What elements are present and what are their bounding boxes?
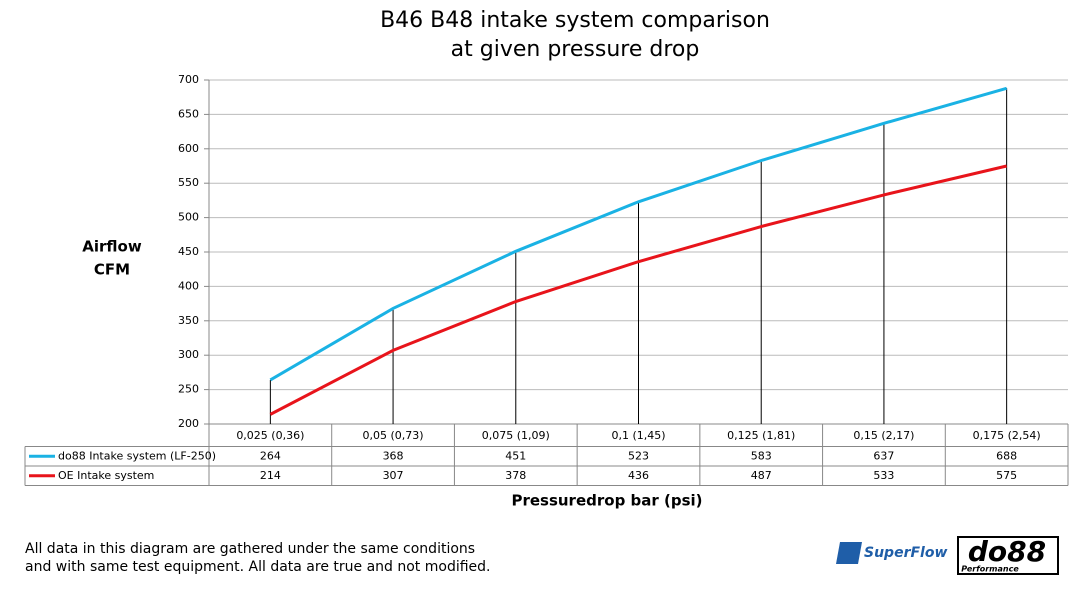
- table-value: 583: [751, 449, 772, 462]
- logo-subtext: Performance: [961, 565, 1019, 574]
- y-tick-label: 550: [178, 176, 199, 189]
- x-axis-label: Pressuredrop bar (psi): [511, 492, 702, 510]
- x-tick-label: 0,125 (1,81): [727, 429, 795, 442]
- logo-frame: [957, 536, 1059, 575]
- table-value: 575: [996, 469, 1017, 482]
- table-value: 368: [383, 449, 404, 462]
- y-tick-label: 700: [178, 73, 199, 86]
- y-tick-label: 400: [178, 279, 199, 292]
- table-value: 451: [505, 449, 526, 462]
- table-value: 523: [628, 449, 649, 462]
- table-value: 487: [751, 469, 772, 482]
- table-value: 307: [383, 469, 404, 482]
- footnote: and with same test equipment. All data a…: [25, 559, 491, 575]
- table-value: 214: [260, 469, 281, 482]
- x-tick-label: 0,15 (2,17): [853, 429, 914, 442]
- y-tick-label: 600: [178, 142, 199, 155]
- y-tick-label: 350: [178, 314, 199, 327]
- x-tick-label: 0,175 (2,54): [973, 429, 1041, 442]
- y-tick-label: 300: [178, 348, 199, 361]
- table-value: 688: [996, 449, 1017, 462]
- table-value: 378: [505, 469, 526, 482]
- x-tick-label: 0,025 (0,36): [236, 429, 304, 442]
- x-tick-label: 0,05 (0,73): [363, 429, 424, 442]
- x-tick-label: 0,1 (1,45): [611, 429, 665, 442]
- table-value: 533: [873, 469, 894, 482]
- series-line: [269, 86, 1008, 382]
- footnote: All data in this diagram are gathered un…: [25, 541, 475, 557]
- logo-icon: [836, 542, 862, 564]
- logo-text: SuperFlow: [864, 545, 947, 561]
- chart-title: B46 B48 intake system comparison: [380, 8, 770, 33]
- chart-title: at given pressure drop: [451, 37, 700, 62]
- legend-label: OE Intake system: [58, 469, 154, 482]
- y-tick-label: 450: [178, 245, 199, 258]
- table-value: 637: [873, 449, 894, 462]
- do88-logo: do88 Performance: [957, 535, 1059, 575]
- y-axis-label: Airflow: [82, 238, 142, 256]
- table-value: 436: [628, 469, 649, 482]
- y-tick-label: 200: [178, 417, 199, 430]
- y-tick-label: 250: [178, 383, 199, 396]
- logo-text: do88: [968, 535, 1046, 568]
- legend-label: do88 Intake system (LF-250): [58, 449, 216, 462]
- y-axis-label: CFM: [94, 261, 130, 279]
- superflow-logo: SuperFlow: [836, 542, 947, 564]
- y-tick-label: 500: [178, 211, 199, 224]
- y-tick-label: 650: [178, 107, 199, 120]
- table-value: 264: [260, 449, 281, 462]
- series-line: [269, 164, 1007, 416]
- x-tick-label: 0,075 (1,09): [482, 429, 550, 442]
